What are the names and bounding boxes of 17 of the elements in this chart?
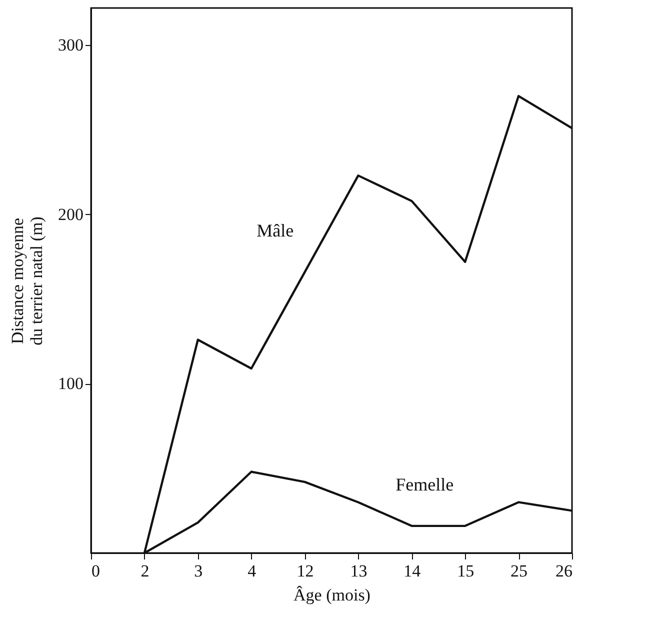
x-tick-label: 25: [510, 562, 528, 580]
x-axis-title: Âge (mois): [294, 586, 370, 604]
x-tick-label: 14: [404, 562, 422, 580]
x-tick-label: 15: [457, 562, 474, 580]
x-tick-label: 2: [140, 562, 150, 580]
series-label: Femelle: [396, 474, 454, 494]
x-tick-label: 0: [92, 562, 100, 580]
y-tick-label: 100: [58, 374, 84, 394]
x-tick-label: 3: [194, 562, 203, 580]
x-tick-label: 4: [248, 562, 257, 580]
y-axis-title: Distance moyenne du terrier natal (m): [8, 216, 46, 346]
x-tick-label: 12: [296, 562, 314, 580]
y-tick-label: 200: [58, 204, 84, 224]
x-tick-label: 13: [350, 562, 368, 580]
x-tick-label: 26: [556, 562, 572, 580]
series-label: Mâle: [256, 220, 294, 240]
y-tick-label: 300: [58, 36, 84, 55]
